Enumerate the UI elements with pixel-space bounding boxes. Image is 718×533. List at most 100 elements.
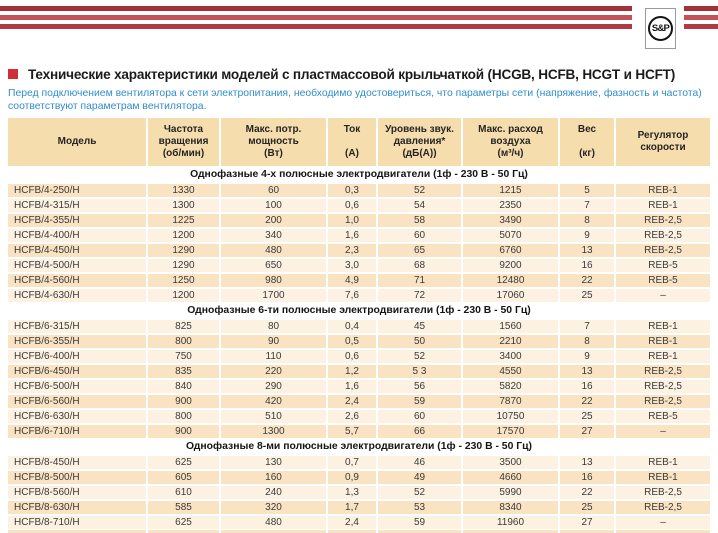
cell-weight: 27 bbox=[560, 516, 614, 529]
table-row: HCFB/6-710/H 900 1300 5,7 66 17570 27– bbox=[8, 425, 710, 438]
cell-weight: 9 bbox=[560, 229, 614, 242]
cell-airflow: 3490 bbox=[463, 214, 558, 227]
cell-rpm: 1290 bbox=[148, 244, 219, 257]
cell-power: 240 bbox=[221, 486, 326, 499]
sp-logo-circle: S&P bbox=[648, 16, 673, 41]
table-row: HCFB/4-250/H 1330 60 0,3 52 1215 5 REB-1 bbox=[8, 184, 710, 197]
cell-regulator: REB-5 bbox=[616, 274, 710, 287]
table-row: HCFB/4-355/H 1225 200 1,0 58 3490 8 REB-2,5 bbox=[8, 214, 710, 227]
cell-airflow: 17570 bbox=[463, 425, 558, 438]
header-cell-model: Модель bbox=[8, 118, 146, 166]
cell-rpm: 825 bbox=[148, 320, 219, 333]
cell-regulator: REB-2,5 bbox=[616, 214, 710, 227]
model-cell: HCFB/8-500/H bbox=[8, 471, 146, 484]
model-cell: HCFB/4-400/H bbox=[8, 229, 146, 242]
cell-current: 7,6 bbox=[328, 289, 376, 302]
cell-airflow: 3400 bbox=[463, 350, 558, 363]
cell-airflow: 11960 bbox=[463, 516, 558, 529]
header-line: давления* bbox=[393, 136, 446, 147]
section-title: Однофазные 4-х полюсные электродвигатели… bbox=[8, 168, 710, 182]
table-row: HCFB/6-315/H 825 80 0,4 45 1560 7 REB-1 bbox=[8, 320, 710, 333]
cell-power: 340 bbox=[221, 229, 326, 242]
cell-rpm: 800 bbox=[148, 410, 219, 423]
cell-regulator: REB-2,5 bbox=[616, 395, 710, 408]
red-stripe bbox=[684, 24, 718, 29]
header-line: Модель bbox=[57, 136, 97, 147]
cell-noise: 50 bbox=[378, 335, 461, 348]
cell-weight: 5 bbox=[560, 184, 614, 197]
cell-noise: 53 bbox=[378, 501, 461, 514]
cell-regulator: – bbox=[616, 425, 710, 438]
cell-rpm: 1200 bbox=[148, 289, 219, 302]
cell-noise: 66 bbox=[378, 425, 461, 438]
cell-power: 80 bbox=[221, 320, 326, 333]
cell-regulator: REB-2,5 bbox=[616, 244, 710, 257]
cell-current: 2,4 bbox=[328, 516, 376, 529]
table-row: HCFB/4-500/H 1290 650 3,0 68 9200 16 REB-5 bbox=[8, 259, 710, 272]
cell-airflow: 4550 bbox=[463, 365, 558, 378]
cell-current: 2,6 bbox=[328, 410, 376, 423]
cell-noise: 60 bbox=[378, 229, 461, 242]
header-cell-rpm: Частота вращения (об/мин) bbox=[148, 118, 219, 166]
model-cell: HCFB/4-500/H bbox=[8, 259, 146, 272]
cell-current: 0,4 bbox=[328, 320, 376, 333]
model-cell: HCFB/6-630/H bbox=[8, 410, 146, 423]
cell-noise: 71 bbox=[378, 274, 461, 287]
cell-power: 60 bbox=[221, 184, 326, 197]
table-row: HCFB/6-560/H 900 420 2,4 59 7870 22 REB-2,5 bbox=[8, 395, 710, 408]
header-line: вращения bbox=[158, 136, 209, 147]
cell-noise: 52 bbox=[378, 486, 461, 499]
cell-noise: 54 bbox=[378, 199, 461, 212]
cell-airflow: 5990 bbox=[463, 486, 558, 499]
cell-rpm: 1250 bbox=[148, 274, 219, 287]
cell-power: 1700 bbox=[221, 289, 326, 302]
cell-power: 100 bbox=[221, 199, 326, 212]
cut-cell bbox=[328, 530, 376, 533]
header-line: скорости bbox=[640, 142, 686, 153]
model-cell: HCFB/4-315/H bbox=[8, 199, 146, 212]
cell-power: 130 bbox=[221, 456, 326, 469]
cell-current: 1,2 bbox=[328, 365, 376, 378]
cell-airflow: 17060 bbox=[463, 289, 558, 302]
cell-current: 1,6 bbox=[328, 380, 376, 393]
cell-rpm: 800 bbox=[148, 335, 219, 348]
red-stripe bbox=[0, 24, 632, 29]
cell-rpm: 1300 bbox=[148, 199, 219, 212]
cell-power: 480 bbox=[221, 244, 326, 257]
model-cell: HCFB/6-400/H bbox=[8, 350, 146, 363]
section-title: Однофазные 6-ти полюсные электродвигател… bbox=[8, 304, 710, 318]
header-line: воздуха bbox=[490, 136, 531, 147]
cell-regulator: – bbox=[616, 289, 710, 302]
model-cell: HCFB/6-500/H bbox=[8, 380, 146, 393]
cell-regulator: REB-5 bbox=[616, 259, 710, 272]
cell-regulator: REB-2,5 bbox=[616, 501, 710, 514]
table-row: HCFB/8-450/H 625 130 0,7 46 3500 13 REB-1 bbox=[8, 456, 710, 469]
header-cell-current: Ток (А) bbox=[328, 118, 376, 166]
cut-cell bbox=[463, 530, 558, 533]
cell-noise: 65 bbox=[378, 244, 461, 257]
cell-regulator: REB-1 bbox=[616, 320, 710, 333]
cell-current: 0,7 bbox=[328, 456, 376, 469]
cell-regulator: REB-2,5 bbox=[616, 229, 710, 242]
table-row: HCFB/6-500/H 840 290 1,6 56 5820 16 REB-2,5 bbox=[8, 380, 710, 393]
cell-airflow: 10750 bbox=[463, 410, 558, 423]
table-row: HCFB/8-500/H 605 160 0,9 49 4660 16 REB-1 bbox=[8, 471, 710, 484]
header-cell-regulator: Регулятор скорости bbox=[616, 118, 710, 166]
cell-weight: 8 bbox=[560, 335, 614, 348]
cell-weight: 22 bbox=[560, 274, 614, 287]
model-cell: HCFB/6-710/H bbox=[8, 425, 146, 438]
table-row: HCFB/8-630/H 585 320 1,7 53 8340 25 REB-2,5 bbox=[8, 501, 710, 514]
cell-rpm: 1330 bbox=[148, 184, 219, 197]
cell-rpm: 625 bbox=[148, 456, 219, 469]
model-cell: HCFB/4-450/H bbox=[8, 244, 146, 257]
model-cell: HCFB/8-630/H bbox=[8, 501, 146, 514]
cell-rpm: 900 bbox=[148, 425, 219, 438]
cell-noise: 72 bbox=[378, 289, 461, 302]
table-row: HCFB/4-560/H 1250 980 4,9 71 12480 22 REB-5 bbox=[8, 274, 710, 287]
table-row: HCFB/8-710/H 625 480 2,4 59 11960 27– bbox=[8, 516, 710, 529]
cell-rpm: 840 bbox=[148, 380, 219, 393]
cell-power: 1300 bbox=[221, 425, 326, 438]
cut-cell bbox=[560, 530, 614, 533]
table-row: HCFB/6-450/H 835 220 1,2 5 3 4550 13 REB-2,5 bbox=[8, 365, 710, 378]
